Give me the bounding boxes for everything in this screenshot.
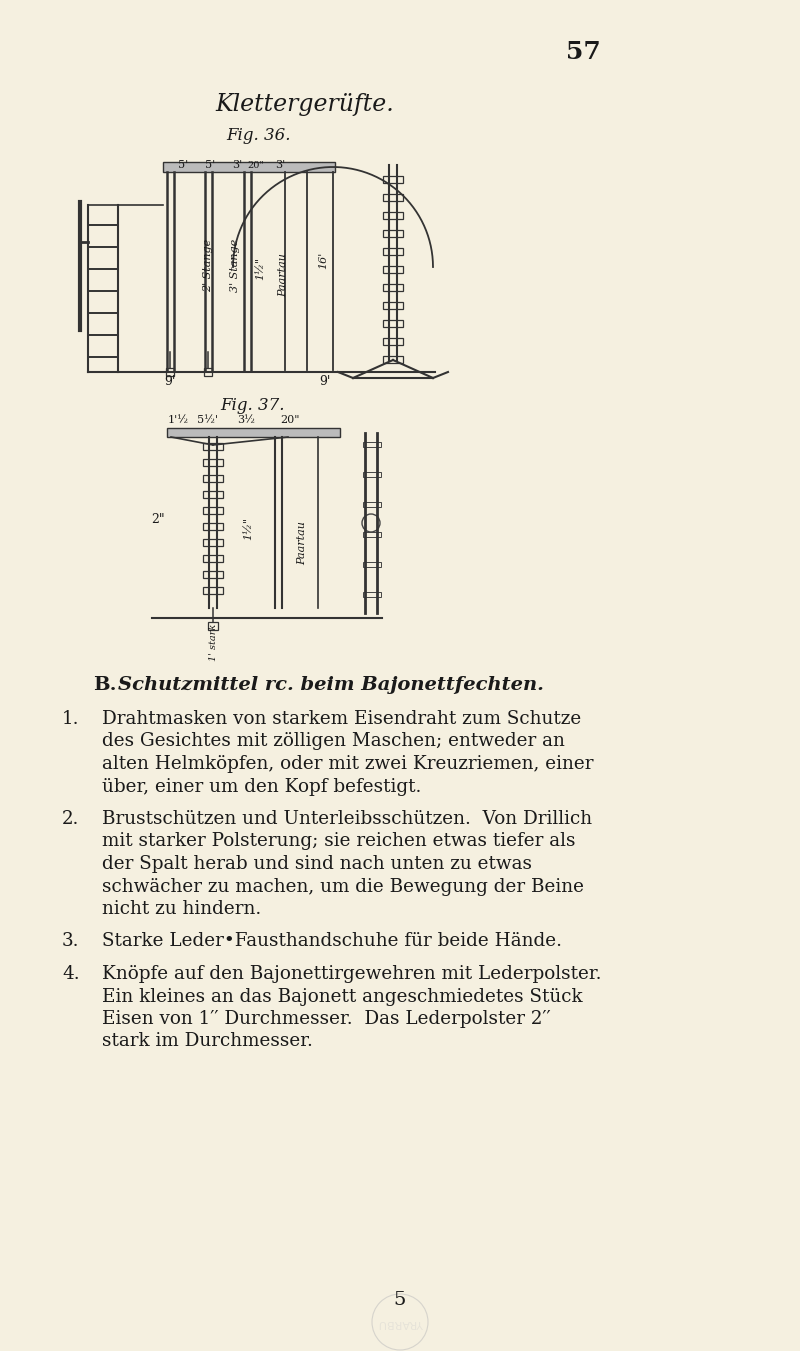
Text: Paartau: Paartau — [297, 521, 307, 565]
Text: 3½: 3½ — [237, 415, 255, 426]
Text: über, einer um den Kopf befestigt.: über, einer um den Kopf befestigt. — [102, 777, 422, 796]
Text: 1½": 1½" — [255, 257, 265, 280]
Bar — [383, 357, 403, 363]
Text: 1' stark: 1' stark — [209, 623, 218, 661]
Text: 5': 5' — [205, 159, 215, 170]
Text: des Gesichtes mit zölligen Maschen; entweder an: des Gesichtes mit zölligen Maschen; entw… — [102, 732, 565, 751]
Bar — [204, 367, 212, 376]
Bar — [363, 471, 381, 477]
Text: 2": 2" — [151, 513, 165, 526]
Text: 57: 57 — [566, 41, 600, 63]
Text: 16': 16' — [318, 251, 328, 269]
Bar — [383, 195, 403, 201]
Text: 3': 3' — [232, 159, 242, 170]
Text: 5½': 5½' — [198, 415, 218, 426]
Text: Knöpfe auf den Bajonettirgewehren mit Lederpolster.: Knöpfe auf den Bajonettirgewehren mit Le… — [102, 965, 602, 984]
Text: 9': 9' — [164, 376, 176, 388]
Text: 20": 20" — [247, 161, 265, 170]
Text: Fig. 36.: Fig. 36. — [226, 127, 290, 143]
Text: 3': 3' — [275, 159, 285, 170]
Bar — [383, 303, 403, 309]
Text: 5: 5 — [394, 1292, 406, 1309]
Text: stark im Durchmesser.: stark im Durchmesser. — [102, 1032, 313, 1051]
Text: 4.: 4. — [62, 965, 80, 984]
Text: Klettergerüfte.: Klettergerüfte. — [216, 93, 394, 116]
Bar — [203, 459, 223, 466]
Text: Brustschützen und Unterleibsschützen.  Von Drillich: Brustschützen und Unterleibsschützen. Vo… — [102, 811, 592, 828]
Bar — [208, 621, 218, 630]
Bar — [383, 338, 403, 345]
Text: 20": 20" — [280, 415, 300, 426]
Bar — [167, 428, 340, 436]
Bar — [383, 320, 403, 327]
Bar — [363, 562, 381, 567]
Text: Ein kleines an das Bajonett angeschmiedetes Stück: Ein kleines an das Bajonett angeschmiede… — [102, 988, 582, 1005]
Bar — [363, 592, 381, 597]
Text: B.: B. — [93, 676, 117, 694]
Bar — [383, 212, 403, 219]
Text: Paartau: Paartau — [278, 253, 288, 297]
Bar — [203, 523, 223, 530]
Bar — [383, 176, 403, 182]
Text: nicht zu hindern.: nicht zu hindern. — [102, 900, 262, 917]
Bar — [203, 586, 223, 594]
Bar — [203, 443, 223, 450]
Bar — [203, 476, 223, 482]
Text: 1'½: 1'½ — [167, 415, 189, 426]
Bar — [203, 571, 223, 578]
Text: Drahtmasken von starkem Eisendraht zum Schutze: Drahtmasken von starkem Eisendraht zum S… — [102, 711, 582, 728]
Text: 3.: 3. — [62, 932, 79, 951]
Text: Starke Leder•Fausthandschuhe für beide Hände.: Starke Leder•Fausthandschuhe für beide H… — [102, 932, 562, 951]
Bar — [203, 539, 223, 546]
Bar — [363, 532, 381, 536]
Bar — [383, 249, 403, 255]
Bar — [383, 266, 403, 273]
Text: mit starker Polsterung; sie reichen etwas tiefer als: mit starker Polsterung; sie reichen etwa… — [102, 832, 575, 851]
Text: 1½": 1½" — [243, 516, 253, 539]
Text: 3' Stange: 3' Stange — [230, 238, 240, 292]
Text: alten Helmköpfen, oder mit zwei Kreuzriemen, einer: alten Helmköpfen, oder mit zwei Kreuzrie… — [102, 755, 594, 773]
Text: schwächer zu machen, um die Bewegung der Beine: schwächer zu machen, um die Bewegung der… — [102, 878, 584, 896]
Bar — [166, 367, 174, 376]
Bar — [203, 555, 223, 562]
Text: Fig. 37.: Fig. 37. — [221, 396, 286, 413]
Text: der Spalt herab und sind nach unten zu etwas: der Spalt herab und sind nach unten zu e… — [102, 855, 532, 873]
Text: Schutzmittel rc. beim Bajonettfechten.: Schutzmittel rc. beim Bajonettfechten. — [118, 676, 544, 694]
Text: Eisen von 1′′ Durchmesser.  Das Lederpolster 2′′: Eisen von 1′′ Durchmesser. Das Lederpols… — [102, 1011, 550, 1028]
Text: 2.: 2. — [62, 811, 79, 828]
Text: 2' Stange: 2' Stange — [203, 238, 213, 292]
Text: 9': 9' — [319, 376, 330, 388]
Bar — [363, 503, 381, 507]
Bar — [363, 442, 381, 447]
Bar — [163, 162, 335, 172]
Bar — [383, 230, 403, 236]
Bar — [203, 507, 223, 513]
Bar — [203, 490, 223, 499]
Bar — [383, 284, 403, 290]
Text: YRARBU: YRARBU — [378, 1319, 422, 1328]
Text: 1.: 1. — [62, 711, 79, 728]
Text: 5': 5' — [178, 159, 188, 170]
